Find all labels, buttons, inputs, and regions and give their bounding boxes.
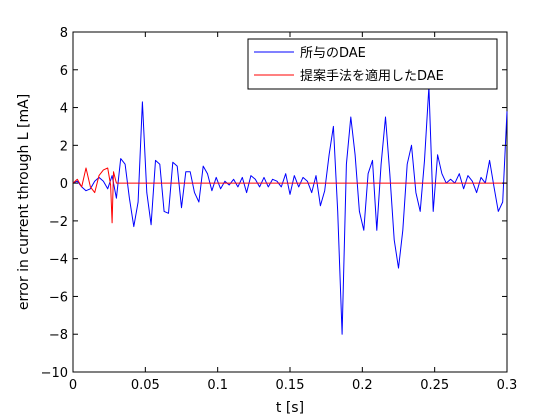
tick-layer: 0 0.05 0.1 0.15 0.2 0.25 0.3 −10 −8 −6 −4 −2 0 2 4 6 8: [41, 26, 518, 393]
y-tick-label: 6: [60, 64, 68, 79]
y-tick-label: −4: [49, 253, 68, 268]
legend: 所与のDAE 提案手法を適用したDAE: [247, 38, 498, 90]
x-tick-label: 0.2: [352, 378, 373, 393]
y-tick-label: 2: [60, 139, 68, 154]
x-tick-label: 0.25: [420, 378, 449, 393]
series-layer: [72, 86, 508, 335]
x-tick-label: 0: [69, 378, 77, 393]
x-tick-label: 0.1: [207, 378, 228, 393]
y-tick-label: −6: [49, 290, 68, 305]
x-tick-label: 0.15: [276, 378, 305, 393]
x-tick-label: 0.3: [497, 378, 518, 393]
legend-label-proposed-dae: 提案手法を適用したDAE: [300, 68, 444, 84]
y-tick-label: −8: [49, 328, 68, 343]
y-axis-label: error in current through L [mA]: [16, 94, 32, 310]
x-axis-label: t [s]: [276, 400, 304, 416]
x-tick-label: 0.05: [131, 378, 160, 393]
legend-label-given-dae: 所与のDAE: [300, 46, 366, 61]
legend-box: [247, 38, 498, 90]
y-tick-label: −2: [49, 215, 68, 230]
series-line-proposed-dae: [72, 167, 507, 224]
y-tick-label: 8: [60, 26, 68, 41]
y-tick-label: 0: [60, 177, 68, 192]
y-tick-label: −10: [41, 366, 68, 381]
series-line-given-dae: [72, 86, 508, 335]
y-tick-label: 4: [60, 102, 68, 117]
